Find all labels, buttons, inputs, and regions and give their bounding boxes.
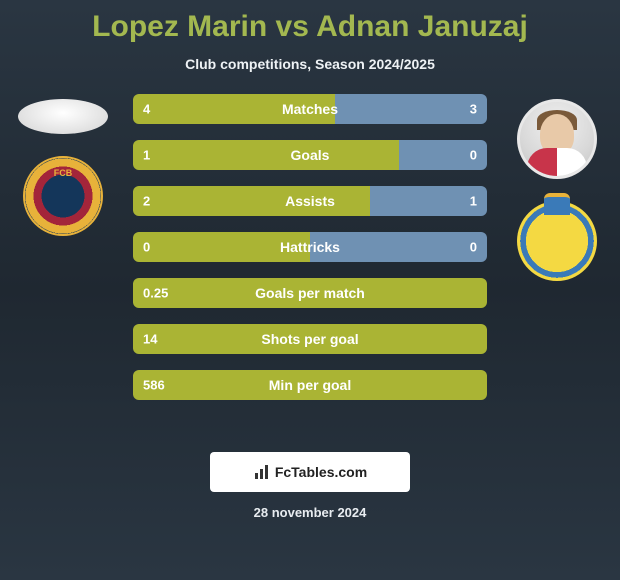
stat-row: 586 Min per goal bbox=[133, 370, 487, 400]
club-badge-left bbox=[23, 156, 103, 236]
left-column bbox=[8, 99, 118, 236]
stat-row: 4 Matches 3 bbox=[133, 94, 487, 124]
page-title: Lopez Marin vs Adnan Januzaj bbox=[0, 0, 620, 44]
stat-value-left: 586 bbox=[143, 378, 165, 393]
stat-label: Goals per match bbox=[255, 285, 365, 301]
stat-value-left: 0.25 bbox=[143, 286, 168, 301]
stat-value-left: 2 bbox=[143, 194, 150, 209]
stat-row: 0 Hattricks 0 bbox=[133, 232, 487, 262]
stat-bar-right bbox=[335, 94, 487, 124]
stat-value-right: 1 bbox=[470, 194, 477, 209]
stat-value-left: 1 bbox=[143, 148, 150, 163]
stat-value-left: 0 bbox=[143, 240, 150, 255]
stat-label: Shots per goal bbox=[261, 331, 358, 347]
stat-label: Hattricks bbox=[280, 239, 340, 255]
stat-bars: 4 Matches 3 1 Goals 0 2 Assists 1 0 Hattricks 0 0.25… bbox=[133, 94, 487, 416]
stat-value-right: 3 bbox=[470, 102, 477, 117]
stat-row: 0.25 Goals per match bbox=[133, 278, 487, 308]
right-column bbox=[502, 99, 612, 281]
stat-value-right: 0 bbox=[470, 148, 477, 163]
stat-label: Assists bbox=[285, 193, 335, 209]
stat-value-right: 0 bbox=[470, 240, 477, 255]
stat-row: 14 Shots per goal bbox=[133, 324, 487, 354]
stat-bar-left bbox=[133, 140, 399, 170]
stat-value-left: 4 bbox=[143, 102, 150, 117]
page-subtitle: Club competitions, Season 2024/2025 bbox=[0, 56, 620, 72]
stat-label: Goals bbox=[291, 147, 330, 163]
stat-row: 2 Assists 1 bbox=[133, 186, 487, 216]
stat-value-left: 14 bbox=[143, 332, 157, 347]
brand-badge[interactable]: FcTables.com bbox=[210, 452, 410, 492]
stat-label: Matches bbox=[282, 101, 338, 117]
comparison-content: 4 Matches 3 1 Goals 0 2 Assists 1 0 Hattricks 0 0.25… bbox=[0, 94, 620, 414]
club-badge-right bbox=[517, 201, 597, 281]
stat-row: 1 Goals 0 bbox=[133, 140, 487, 170]
player-avatar-left bbox=[18, 99, 108, 134]
chart-icon bbox=[253, 463, 271, 481]
date-text: 28 november 2024 bbox=[254, 505, 367, 520]
stat-label: Min per goal bbox=[269, 377, 351, 393]
player-avatar-right bbox=[517, 99, 597, 179]
brand-text: FcTables.com bbox=[275, 464, 367, 480]
